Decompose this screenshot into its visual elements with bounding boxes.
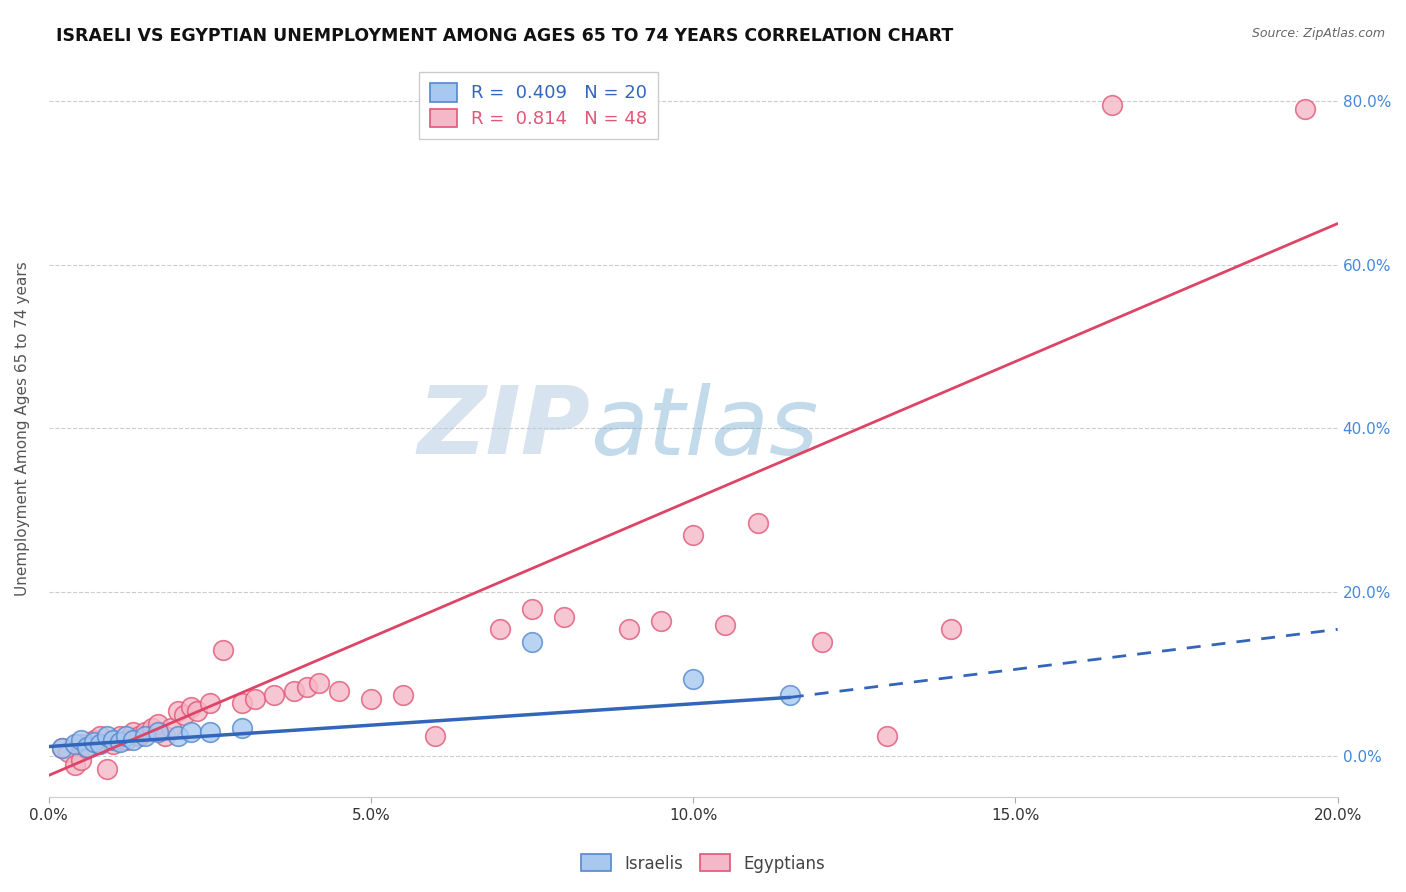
Point [76, 741, 98, 756]
Point [198, 696, 221, 710]
Point [63, 757, 86, 772]
Point [180, 724, 202, 739]
Point [70, 737, 93, 751]
Point [63, 737, 86, 751]
Point [328, 683, 350, 698]
Point [121, 733, 143, 747]
Point [682, 528, 704, 542]
Point [96, 729, 118, 743]
Point [243, 692, 266, 706]
Point [89, 737, 111, 751]
Point [128, 729, 150, 743]
Text: ZIP: ZIP [418, 383, 591, 475]
Point [153, 729, 176, 743]
Point [108, 729, 131, 743]
Point [489, 623, 512, 637]
Point [520, 602, 543, 616]
Point [76, 739, 98, 754]
Point [51, 741, 73, 756]
Point [295, 680, 318, 694]
Point [283, 683, 305, 698]
Point [173, 708, 195, 723]
Point [650, 614, 672, 628]
Point [180, 700, 202, 714]
Point [103, 737, 125, 751]
Point [83, 733, 105, 747]
Point [308, 675, 330, 690]
Point [83, 734, 105, 748]
Point [553, 610, 575, 624]
Point [134, 724, 156, 739]
Point [1101, 97, 1123, 112]
Point [160, 721, 183, 735]
Text: ISRAELI VS EGYPTIAN UNEMPLOYMENT AMONG AGES 65 TO 74 YEARS CORRELATION CHART: ISRAELI VS EGYPTIAN UNEMPLOYMENT AMONG A… [56, 27, 953, 45]
Point [148, 716, 170, 731]
Point [166, 729, 188, 743]
Point [198, 724, 221, 739]
Point [89, 729, 111, 743]
Point [520, 634, 543, 648]
Point [96, 762, 118, 776]
Legend: Israelis, Egyptians: Israelis, Egyptians [575, 847, 831, 880]
Point [70, 733, 93, 747]
Point [148, 724, 170, 739]
Point [51, 741, 73, 756]
Point [231, 696, 253, 710]
Point [186, 704, 208, 718]
Point [939, 623, 962, 637]
Point [115, 733, 138, 747]
Point [263, 688, 285, 702]
Point [103, 733, 125, 747]
Point [617, 623, 640, 637]
Point [70, 754, 93, 768]
Point [211, 642, 233, 657]
Point [747, 516, 769, 530]
Y-axis label: Unemployment Among Ages 65 to 74 years: Unemployment Among Ages 65 to 74 years [15, 261, 30, 596]
Point [56, 745, 79, 759]
Point [714, 618, 737, 632]
Point [134, 729, 156, 743]
Text: atlas: atlas [591, 383, 818, 474]
Text: Source: ZipAtlas.com: Source: ZipAtlas.com [1251, 27, 1385, 40]
Point [811, 634, 834, 648]
Point [141, 721, 163, 735]
Point [1294, 102, 1316, 116]
Legend: R =  0.409   N = 20, R =  0.814   N = 48: R = 0.409 N = 20, R = 0.814 N = 48 [419, 72, 658, 139]
Point [121, 724, 143, 739]
Point [166, 704, 188, 718]
Point [360, 692, 382, 706]
Point [779, 688, 801, 702]
Point [231, 721, 253, 735]
Point [392, 688, 415, 702]
Point [425, 729, 447, 743]
Point [876, 729, 898, 743]
Point [108, 734, 131, 748]
Point [115, 729, 138, 743]
Point [682, 672, 704, 686]
